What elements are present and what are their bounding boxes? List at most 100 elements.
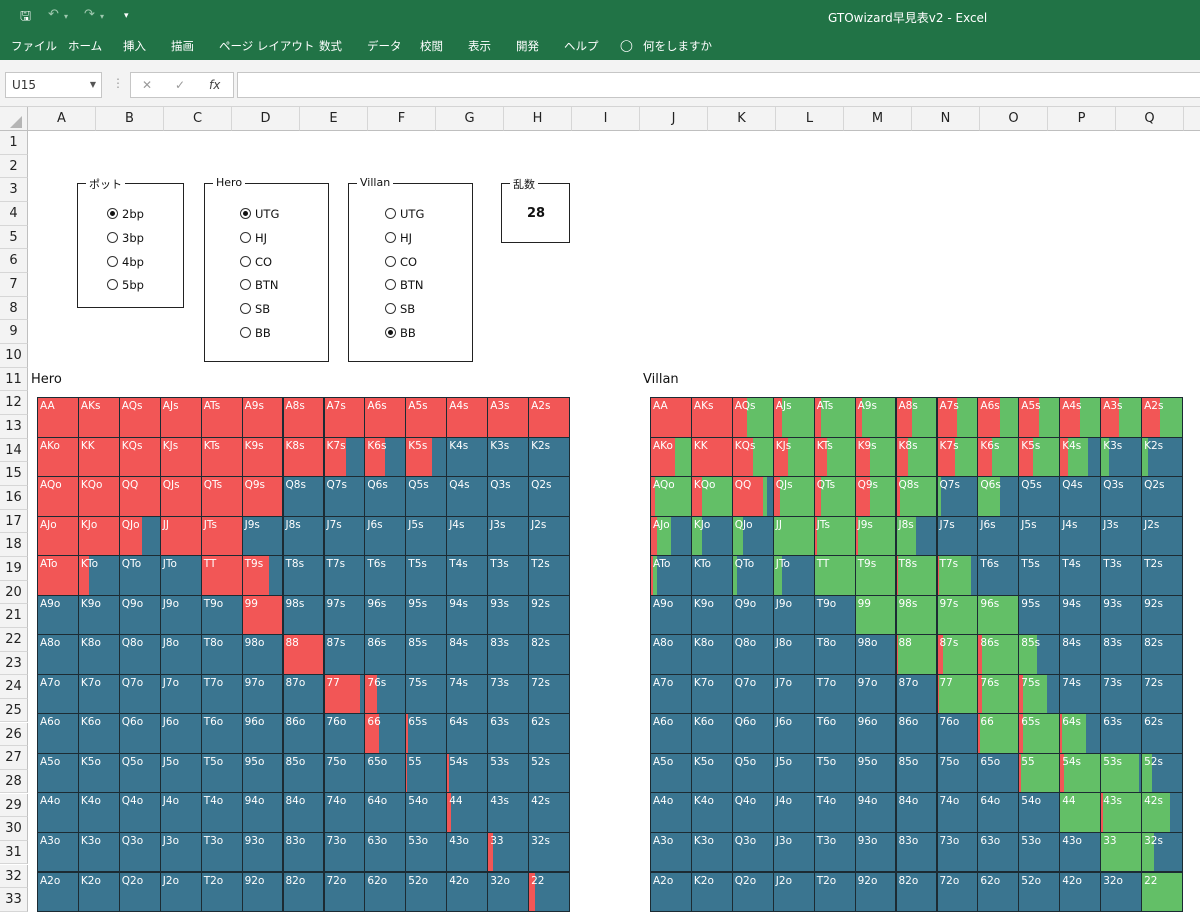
hero-hand-q2o[interactable]: Q2o: [118, 871, 161, 912]
hero-hand-kqo[interactable]: KQo: [77, 476, 120, 517]
row-header-28[interactable]: 28: [0, 769, 28, 794]
villan-hand-jj[interactable]: JJ: [772, 515, 815, 557]
villan-option-bb[interactable]: BB: [385, 326, 416, 340]
villan-hand-q7s[interactable]: Q7s: [936, 476, 979, 517]
hero-hand-92o[interactable]: 92o: [241, 871, 284, 912]
hero-hand-98s[interactable]: 98s: [282, 594, 325, 636]
hero-hand-a6o[interactable]: A6o: [37, 713, 79, 754]
pot-option-4bp[interactable]: 4bp: [107, 255, 144, 269]
villan-hand-kk[interactable]: KK: [690, 436, 733, 477]
row-header-29[interactable]: 29: [0, 793, 28, 818]
villan-hand-73s[interactable]: 73s: [1100, 673, 1143, 715]
hero-hand-73o[interactable]: 73o: [323, 831, 366, 873]
row-header-18[interactable]: 18: [0, 533, 28, 557]
hero-hand-ajo[interactable]: AJo: [37, 515, 79, 557]
hero-hand-a7o[interactable]: A7o: [37, 673, 79, 715]
villan-hand-74o[interactable]: 74o: [936, 792, 979, 833]
hero-hand-63s[interactable]: 63s: [487, 713, 530, 754]
hero-hand-94s[interactable]: 94s: [446, 594, 489, 636]
villan-hand-54s[interactable]: 54s: [1059, 752, 1102, 794]
hero-hand-tt[interactable]: TT: [200, 555, 243, 596]
villan-option-btn[interactable]: BTN: [385, 278, 424, 292]
villan-hand-83s[interactable]: 83s: [1100, 634, 1143, 675]
hero-hand-q6s[interactable]: Q6s: [364, 476, 407, 517]
villan-hand-ajo[interactable]: AJo: [650, 515, 692, 557]
hero-hand-j8s[interactable]: J8s: [282, 515, 325, 557]
hero-hand-72o[interactable]: 72o: [323, 871, 366, 912]
hero-hand-k2s[interactable]: K2s: [528, 436, 570, 477]
villan-hand-64o[interactable]: 64o: [977, 792, 1020, 833]
hero-hand-83s[interactable]: 83s: [487, 634, 530, 675]
hero-hand-kjo[interactable]: KJo: [77, 515, 120, 557]
villan-hand-qjs[interactable]: QJs: [772, 476, 815, 517]
hero-hand-83o[interactable]: 83o: [282, 831, 325, 873]
hero-hand-a5o[interactable]: A5o: [37, 752, 79, 794]
hero-hand-a3s[interactable]: A3s: [487, 397, 530, 438]
hero-hand-t4s[interactable]: T4s: [446, 555, 489, 596]
hero-option-hj[interactable]: HJ: [240, 231, 267, 245]
villan-option-utg[interactable]: UTG: [385, 207, 424, 221]
villan-hand-j5s[interactable]: J5s: [1018, 515, 1061, 557]
hero-hand-94o[interactable]: 94o: [241, 792, 284, 833]
hero-hand-32o[interactable]: 32o: [487, 871, 530, 912]
hero-hand-qq[interactable]: QQ: [118, 476, 161, 517]
hero-hand-t6s[interactable]: T6s: [364, 555, 407, 596]
villan-hand-t2o[interactable]: T2o: [813, 871, 856, 912]
villan-hand-j8o[interactable]: J8o: [772, 634, 815, 675]
row-header-19[interactable]: 19: [0, 556, 28, 581]
hero-hand-jj[interactable]: JJ: [159, 515, 202, 557]
hero-hand-j6s[interactable]: J6s: [364, 515, 407, 557]
villan-hand-a3o[interactable]: A3o: [650, 831, 692, 873]
column-header-l[interactable]: L: [776, 107, 844, 131]
villan-hand-ako[interactable]: AKo: [650, 436, 692, 477]
villan-hand-k8o[interactable]: K8o: [690, 634, 733, 675]
villan-hand-k7s[interactable]: K7s: [936, 436, 979, 477]
hero-hand-aqo[interactable]: AQo: [37, 476, 79, 517]
hero-hand-a4s[interactable]: A4s: [446, 397, 489, 438]
hero-hand-52s[interactable]: 52s: [528, 752, 570, 794]
hero-hand-qjo[interactable]: QJo: [118, 515, 161, 557]
villan-hand-86o[interactable]: 86o: [895, 713, 938, 754]
villan-hand-q4o[interactable]: Q4o: [731, 792, 774, 833]
villan-hand-63o[interactable]: 63o: [977, 831, 1020, 873]
villan-hand-62o[interactable]: 62o: [977, 871, 1020, 912]
row-header-31[interactable]: 31: [0, 840, 28, 865]
hero-hand-jts[interactable]: JTs: [200, 515, 243, 557]
villan-hand-42s[interactable]: 42s: [1141, 792, 1183, 833]
tab-data[interactable]: データ: [367, 39, 402, 53]
villan-hand-aks[interactable]: AKs: [690, 397, 733, 438]
hero-hand-j5o[interactable]: J5o: [159, 752, 202, 794]
villan-hand-k6o[interactable]: K6o: [690, 713, 733, 754]
hero-hand-aqs[interactable]: AQs: [118, 397, 161, 438]
villan-hand-a5o[interactable]: A5o: [650, 752, 692, 794]
villan-hand-82o[interactable]: 82o: [895, 871, 938, 912]
villan-hand-53o[interactable]: 53o: [1018, 831, 1061, 873]
hero-hand-k8s[interactable]: K8s: [282, 436, 325, 477]
hero-hand-84o[interactable]: 84o: [282, 792, 325, 833]
villan-hand-q2o[interactable]: Q2o: [731, 871, 774, 912]
villan-hand-t9o[interactable]: T9o: [813, 594, 856, 636]
hero-hand-k4o[interactable]: K4o: [77, 792, 120, 833]
villan-hand-53s[interactable]: 53s: [1100, 752, 1143, 794]
hero-hand-kqs[interactable]: KQs: [118, 436, 161, 477]
villan-hand-kts[interactable]: KTs: [813, 436, 856, 477]
villan-hand-k5s[interactable]: K5s: [1018, 436, 1061, 477]
villan-hand-t4o[interactable]: T4o: [813, 792, 856, 833]
tab-review[interactable]: 校閲: [420, 39, 443, 53]
hero-hand-k8o[interactable]: K8o: [77, 634, 120, 675]
villan-option-sb[interactable]: SB: [385, 302, 415, 316]
hero-hand-j6o[interactable]: J6o: [159, 713, 202, 754]
tell-me-search[interactable]: 何をしますか: [643, 39, 712, 53]
villan-hand-k2s[interactable]: K2s: [1141, 436, 1183, 477]
villan-hand-66[interactable]: 66: [977, 713, 1020, 754]
row-header-7[interactable]: 7: [0, 273, 28, 297]
hero-hand-82o[interactable]: 82o: [282, 871, 325, 912]
villan-hand-kjs[interactable]: KJs: [772, 436, 815, 477]
villan-hand-k3o[interactable]: K3o: [690, 831, 733, 873]
hero-hand-42o[interactable]: 42o: [446, 871, 489, 912]
villan-hand-65s[interactable]: 65s: [1018, 713, 1061, 754]
villan-hand-82s[interactable]: 82s: [1141, 634, 1183, 675]
villan-hand-jto[interactable]: JTo: [772, 555, 815, 596]
row-header-12[interactable]: 12: [0, 391, 28, 415]
hero-hand-93s[interactable]: 93s: [487, 594, 530, 636]
